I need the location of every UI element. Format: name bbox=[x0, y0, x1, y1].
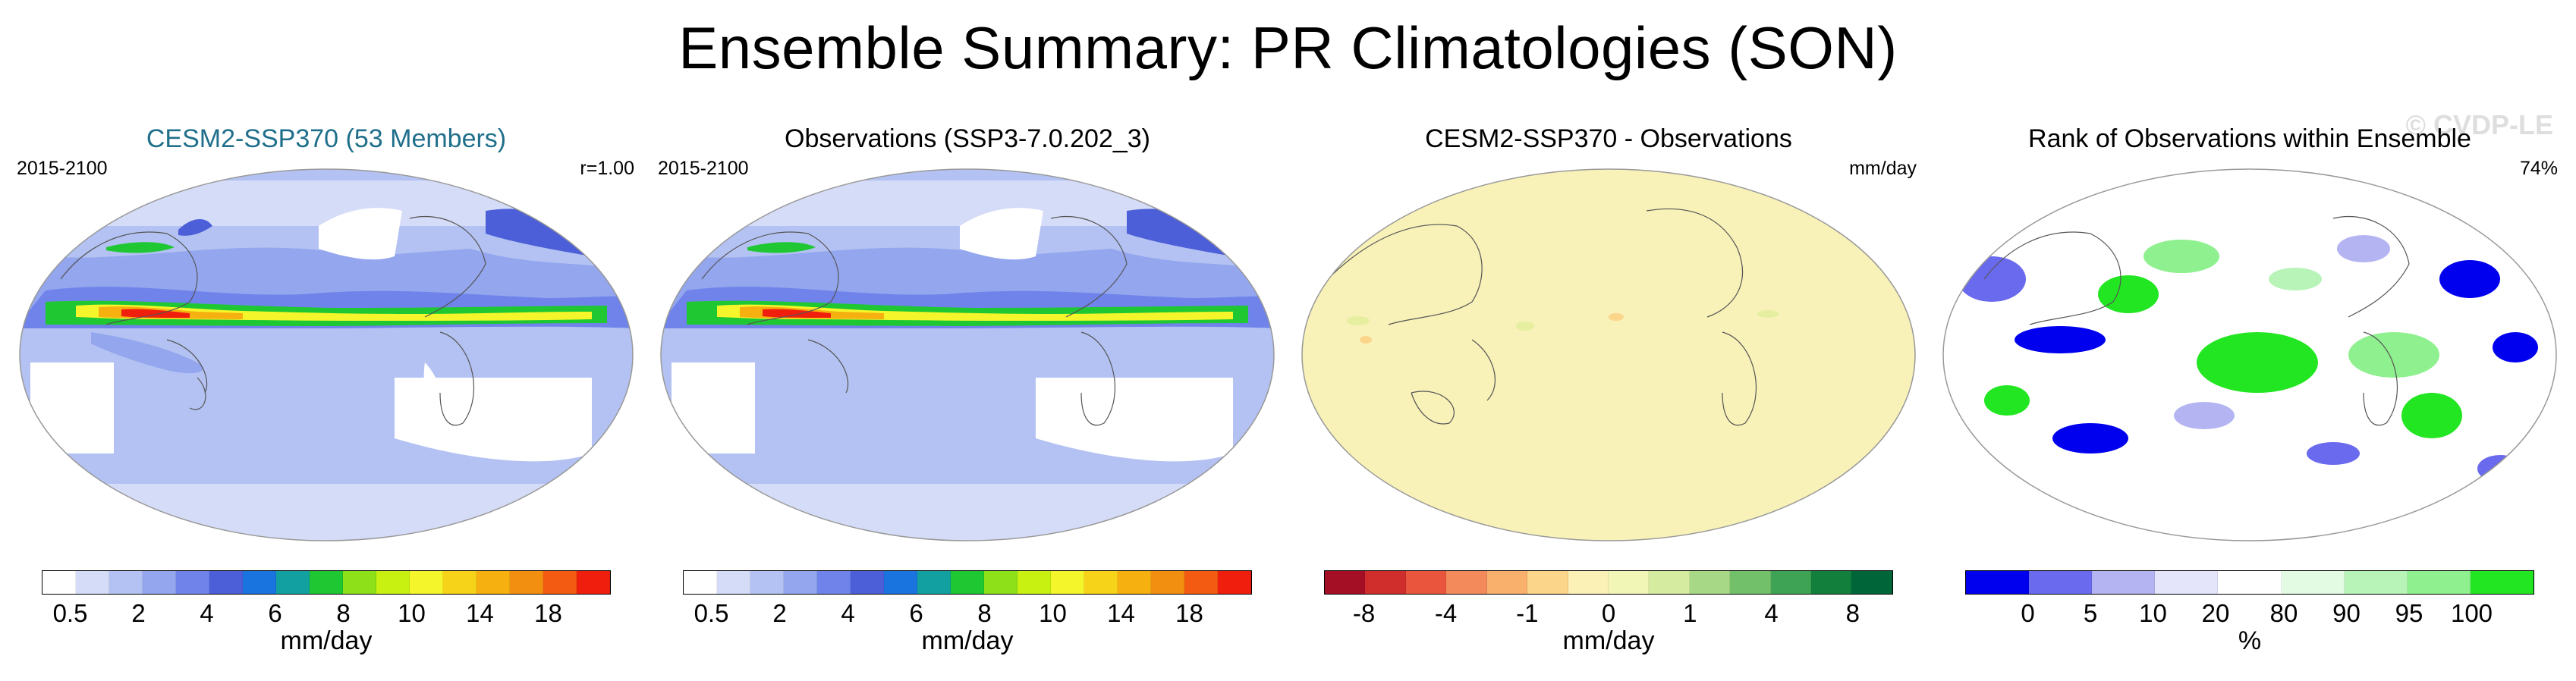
tick-label: 0 bbox=[2021, 599, 2035, 627]
panel-title: CESM2-SSP370 (53 Members) bbox=[146, 124, 507, 153]
tick-label: 8 bbox=[977, 599, 992, 627]
period-label: 2015-2100 bbox=[658, 158, 749, 179]
tick-label: 10 bbox=[1039, 599, 1067, 627]
colorbar-ticks: 0 5 10 20 80 90 95 100 bbox=[1965, 599, 2534, 629]
panel-ensemble-mean: CESM2-SSP370 (53 Members) 2015-2100 r=1.… bbox=[8, 114, 645, 675]
tick-label: 8 bbox=[1845, 599, 1860, 627]
tick-label: 100 bbox=[2450, 599, 2493, 627]
colorbar bbox=[1965, 570, 2534, 595]
precip-map-ensemble bbox=[19, 168, 634, 541]
tick-label: 0.5 bbox=[694, 599, 729, 627]
tick-label: -8 bbox=[1352, 599, 1376, 627]
units-label: mm/day bbox=[1849, 158, 1917, 179]
cvdp-le-watermark: © CVDP-LE bbox=[2405, 109, 2553, 140]
tick-label: -4 bbox=[1434, 599, 1458, 627]
correlation-label: r=1.00 bbox=[580, 158, 634, 179]
tick-label: 0.5 bbox=[52, 599, 88, 627]
tick-label: 10 bbox=[398, 599, 426, 627]
tick-label: 14 bbox=[466, 599, 494, 627]
tick-label: 2 bbox=[131, 599, 146, 627]
tick-label: 10 bbox=[2139, 599, 2167, 627]
colorbar bbox=[683, 570, 1252, 595]
colorbar-units: mm/day bbox=[1562, 626, 1655, 655]
panel-observations: Observations (SSP3-7.0.202_3) 2015-2100 bbox=[649, 114, 1286, 675]
tick-label: 6 bbox=[909, 599, 923, 627]
tick-label: 6 bbox=[268, 599, 282, 627]
tick-label: 80 bbox=[2269, 599, 2298, 627]
panel-title: CESM2-SSP370 - Observations bbox=[1425, 124, 1792, 153]
tick-label: 1 bbox=[1683, 599, 1697, 627]
rank-map bbox=[1942, 168, 2557, 541]
panel-title: Rank of Observations within Ensemble bbox=[2028, 124, 2471, 153]
tick-label: 4 bbox=[1764, 599, 1779, 627]
colorbar-ticks: -8 -4 -1 0 1 4 8 bbox=[1324, 599, 1893, 629]
precip-map-difference bbox=[1301, 168, 1916, 541]
colorbar-units: mm/day bbox=[280, 626, 373, 655]
tick-label: 4 bbox=[841, 599, 855, 627]
tick-label: 20 bbox=[2201, 599, 2230, 627]
tick-label: 2 bbox=[772, 599, 787, 627]
colorbar-ticks: 0.5 2 4 6 8 10 14 18 bbox=[42, 599, 611, 629]
tick-label: 90 bbox=[2332, 599, 2361, 627]
period-label: 2015-2100 bbox=[17, 158, 108, 179]
tick-label: -1 bbox=[1516, 599, 1539, 627]
colorbar bbox=[1324, 570, 1893, 595]
precip-map-observations bbox=[660, 168, 1275, 541]
tick-label: 4 bbox=[200, 599, 214, 627]
panel-title: Observations (SSP3-7.0.202_3) bbox=[785, 124, 1150, 153]
colorbar-units: mm/day bbox=[921, 626, 1014, 655]
rank-summary-label: 74% bbox=[2519, 158, 2558, 179]
tick-label: 8 bbox=[336, 599, 351, 627]
panel-rank: © CVDP-LE Rank of Observations within En… bbox=[1931, 109, 2568, 675]
tick-label: 18 bbox=[1175, 599, 1203, 627]
colorbar-ticks: 0.5 2 4 6 8 10 14 18 bbox=[683, 599, 1252, 629]
tick-label: 14 bbox=[1107, 599, 1135, 627]
tick-label: 18 bbox=[534, 599, 562, 627]
tick-label: 5 bbox=[2083, 599, 2098, 627]
colorbar-units: % bbox=[2238, 626, 2262, 655]
panel-difference: CESM2-SSP370 - Observations mm/day -8 -4… bbox=[1290, 114, 1927, 675]
colorbar bbox=[42, 570, 611, 595]
figure-title: Ensemble Summary: PR Climatologies (SON) bbox=[678, 14, 1898, 81]
tick-label: 95 bbox=[2395, 599, 2423, 627]
tick-label: 0 bbox=[1601, 599, 1616, 627]
